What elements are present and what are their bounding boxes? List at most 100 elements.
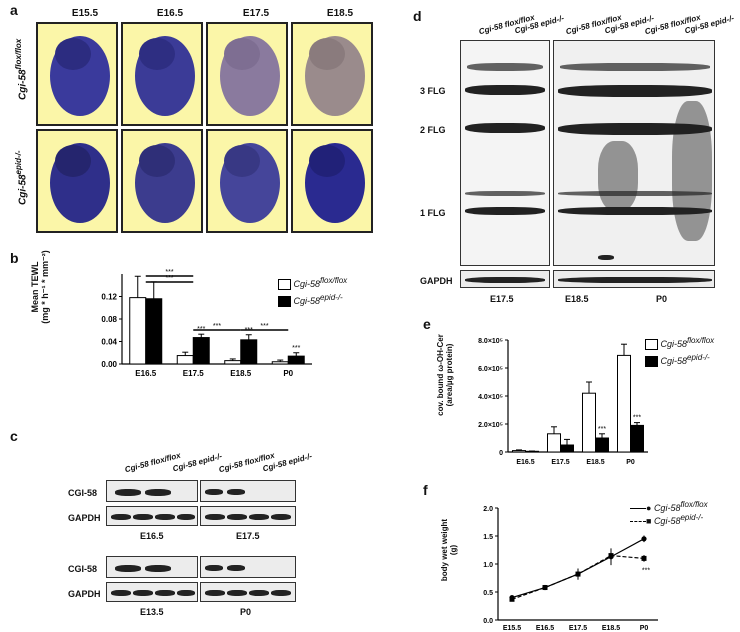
- y-tick-label: 2.0: [483, 506, 493, 513]
- bar: [630, 424, 644, 453]
- y-tick-label: 8.0×10⁵: [478, 338, 503, 345]
- panel-e-ylabel: cov. bound ω-OH-Cer (area/µg protein): [436, 334, 454, 416]
- embryo-photo: [291, 22, 373, 126]
- data-point: [608, 553, 614, 559]
- embryo-photo: [36, 22, 118, 126]
- band-label-2flg: 2 FLG: [420, 125, 446, 135]
- bar: [129, 297, 147, 365]
- embryo-photo: [206, 129, 288, 233]
- western-blot-gapdh: [460, 270, 550, 288]
- bar: [224, 360, 242, 365]
- significance-label: ***: [165, 269, 173, 276]
- significance-label: ***: [633, 415, 641, 422]
- stage-label: E13.5: [140, 607, 164, 617]
- stage-label: E18.5: [326, 8, 354, 19]
- stage-label: E16.5: [140, 531, 164, 541]
- data-point: [641, 536, 647, 542]
- western-blot: [200, 556, 296, 578]
- panel-b-label: b: [10, 250, 19, 266]
- y-tick-label: 0: [499, 450, 503, 457]
- blot-row-label: GAPDH: [68, 589, 101, 599]
- western-blot-gapdh: [553, 270, 715, 288]
- panel-f-ylabel: body wet weight (g): [440, 518, 458, 582]
- series-line: [511, 538, 645, 599]
- panel-c-label: c: [10, 428, 18, 444]
- stage-label: E18.5: [565, 294, 589, 304]
- panel-e-label: e: [423, 316, 431, 332]
- significance-label: ***: [165, 275, 173, 282]
- data-point: [509, 596, 515, 602]
- western-blot-flg: [460, 40, 550, 266]
- y-tick-label: 1.0: [483, 562, 493, 569]
- bar: [176, 355, 194, 365]
- stage-label: E16.5: [156, 8, 184, 19]
- panel-b-chart: 0.00 0.04 0.08 0.12 E16.5 E17.5 *** E18.5 *** P0 *…: [101, 269, 312, 378]
- embryo-photo: [121, 22, 203, 126]
- western-blot: [106, 480, 198, 502]
- bar: [595, 437, 609, 453]
- significance-label: ***: [213, 323, 221, 330]
- significance-label: ***: [642, 567, 650, 574]
- x-tick-label: P0: [283, 369, 293, 378]
- embryo-photo: [291, 129, 373, 233]
- significance-label: ***: [260, 323, 268, 330]
- data-point: [575, 571, 581, 577]
- panel-e-legend: Cgi-58flox/flox Cgi-58epid-/-: [645, 336, 714, 368]
- panel-b-legend: Cgi-58flox/flox Cgi-58epid-/-: [278, 276, 347, 308]
- panel-e-chart: 0 2.0×10⁵ 4.0×10⁵ 6.0×10⁵ 8.0×10⁵ E16.5 E17.5 E…: [478, 338, 648, 466]
- data-point: [542, 585, 548, 591]
- embryo-photo: [121, 129, 203, 233]
- y-tick-label: 0.5: [483, 590, 493, 597]
- stage-label: E17.5: [490, 294, 514, 304]
- panel-f-chart: 0.0 0.5 1.0 1.5 2.0 E15.5 E16.5 E17.5 E18.5 P0 ***: [483, 506, 658, 630]
- panel-b-ylabel: Mean TEWL (mg * h⁻¹ * mm⁻²): [30, 250, 50, 324]
- x-tick-label: E16.5: [536, 625, 554, 630]
- x-tick-label: P0: [640, 625, 649, 630]
- stage-label: E17.5: [236, 531, 260, 541]
- x-tick-label: E16.5: [516, 459, 534, 466]
- y-tick-label: 0.00: [101, 360, 117, 369]
- panel-d-label: d: [413, 8, 422, 24]
- y-tick-label: 2.0×10⁵: [478, 422, 503, 429]
- x-tick-label: E18.5: [586, 459, 604, 466]
- band-label-1flg: 1 FLG: [420, 208, 446, 218]
- x-tick-label: E17.5: [569, 625, 587, 630]
- y-tick-label: 1.5: [483, 534, 493, 541]
- embryo-photo: [36, 129, 118, 233]
- bar: [512, 450, 526, 453]
- y-tick-label: 0.04: [101, 338, 117, 347]
- embryo-photo: [206, 22, 288, 126]
- stage-label: E17.5: [242, 8, 270, 19]
- x-tick-label: E15.5: [503, 625, 521, 630]
- western-blot: [200, 506, 296, 526]
- bar: [560, 444, 574, 453]
- panel-f-label: f: [423, 482, 428, 498]
- bar: [240, 339, 258, 365]
- x-tick-label: E17.5: [183, 369, 204, 378]
- x-tick-label: E18.5: [230, 369, 251, 378]
- blot-row-label: CGI-58: [68, 564, 98, 574]
- stage-label: E15.5: [71, 8, 99, 19]
- row-label-epid: Cgi-58epid-/-: [14, 150, 29, 205]
- bar: [547, 433, 561, 453]
- western-blot: [106, 506, 198, 526]
- bar: [192, 337, 210, 365]
- western-blot-flg: [553, 40, 715, 266]
- western-blot: [200, 480, 296, 502]
- bar: [287, 355, 305, 365]
- x-tick-label: P0: [626, 459, 635, 466]
- band-label-3flg: 3 FLG: [420, 86, 446, 96]
- blot-row-label: CGI-58: [68, 488, 98, 498]
- blot-row-label: GAPDH: [68, 513, 101, 523]
- blot-row-label: GAPDH: [420, 276, 453, 286]
- western-blot: [106, 556, 198, 578]
- significance-label: ***: [598, 426, 606, 433]
- row-label-flox: Cgi-58flox/flox: [14, 38, 29, 100]
- panel-f-legend: ● Cgi-58flox/flox ■ Cgi-58epid-/-: [630, 500, 708, 526]
- y-tick-label: 0.12: [101, 293, 117, 302]
- western-blot: [200, 582, 296, 602]
- bar: [145, 298, 163, 365]
- bar: [271, 361, 289, 365]
- y-tick-label: 0.08: [101, 315, 117, 324]
- panel-a-label: a: [10, 2, 18, 18]
